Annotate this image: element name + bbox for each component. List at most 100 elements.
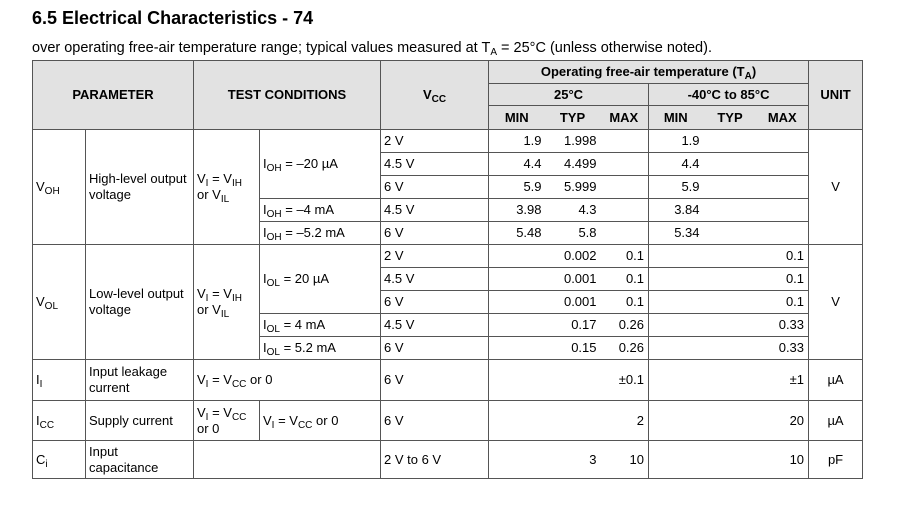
- value-cell: [545, 400, 601, 441]
- header-cell: -40°C to 85°C: [648, 83, 810, 106]
- header-cell: VCC: [380, 60, 490, 130]
- subscript: IL: [220, 309, 230, 320]
- value-cell: [703, 244, 758, 268]
- vcc-cell: 2 V to 6 V: [380, 440, 490, 479]
- condition-cell: IOL = 5.2 mA: [258, 336, 382, 360]
- vcc-cell: 6 V: [380, 336, 490, 360]
- symbol-cell: VOL: [32, 244, 86, 360]
- value-cell: 0.1: [757, 267, 809, 291]
- vcc-cell: 2 V: [380, 129, 490, 153]
- subscript: OH: [44, 186, 60, 197]
- text-run: V: [422, 87, 432, 102]
- value-cell: [703, 221, 758, 245]
- value-cell: 0.17: [545, 313, 601, 337]
- value-cell: 1.998: [545, 129, 601, 153]
- vcc-cell: 6 V: [380, 400, 490, 441]
- subscript: IL: [220, 194, 230, 205]
- subscript: CC: [297, 419, 313, 431]
- condition-cell: VI = VCC or 0: [193, 400, 260, 441]
- text-run: V: [36, 294, 45, 309]
- condition-cell: IOH = –5.2 mA: [258, 221, 382, 245]
- subscript: IH: [231, 178, 242, 189]
- text-run: C: [36, 451, 46, 467]
- text-run: I: [263, 317, 267, 332]
- text-run: = –4 mA: [281, 202, 335, 217]
- value-cell: [703, 440, 758, 479]
- text-run: = V: [208, 171, 232, 186]
- value-cell: [757, 129, 809, 153]
- vcc-cell: 4.5 V: [380, 267, 490, 291]
- text-run: V: [36, 179, 45, 194]
- value-cell: 5.999: [545, 175, 601, 199]
- header-cell: TYP: [545, 105, 601, 130]
- text-run: I: [263, 202, 267, 217]
- condition-cell: [192, 440, 382, 479]
- text-run: V: [197, 404, 206, 420]
- condition-cell: IOL = 4 mA: [258, 313, 382, 337]
- value-cell: [703, 152, 758, 176]
- text-run: Operating free-air temperature (T: [540, 64, 745, 79]
- unit-cell: V: [808, 244, 864, 360]
- subscript: A: [744, 71, 752, 82]
- subscript: OL: [44, 301, 59, 312]
- value-cell: 3.98: [488, 198, 546, 222]
- value-cell: [488, 400, 546, 441]
- vcc-cell: 6 V: [380, 221, 490, 245]
- characteristics-table: PARAMETER TEST CONDITIONS VCC Operating …: [32, 60, 864, 479]
- symbol-cell: ICC: [32, 400, 86, 441]
- text-run: = V: [208, 286, 232, 301]
- text-run: or V: [197, 302, 221, 317]
- text-run: = –5.2 mA: [281, 225, 345, 240]
- subscript: CC: [431, 94, 447, 105]
- value-cell: [703, 400, 758, 441]
- value-cell: 0.15: [545, 336, 601, 360]
- text-run: I: [263, 271, 267, 286]
- value-cell: [757, 152, 809, 176]
- value-cell: [703, 267, 758, 291]
- text-run: or 0: [246, 372, 273, 387]
- text-run: = V: [208, 372, 232, 387]
- condition-cell: IOH = –20 µA: [258, 129, 382, 199]
- description-cell: Low-level output voltage: [85, 244, 194, 360]
- value-cell: 1.9: [488, 129, 546, 153]
- value-cell: [488, 440, 546, 479]
- value-cell: [648, 267, 704, 291]
- value-cell: 5.9: [488, 175, 546, 199]
- symbol-cell: Ci: [32, 440, 86, 479]
- description-cell: Input leakage current: [85, 359, 194, 401]
- vcc-cell: 4.5 V: [380, 313, 490, 337]
- subscript: OH: [266, 163, 282, 174]
- vcc-cell: 6 V: [380, 359, 490, 401]
- value-cell: [757, 175, 809, 199]
- condition-cell: IOH = –4 mA: [258, 198, 382, 222]
- subscript: IH: [231, 293, 242, 304]
- value-cell: [703, 175, 758, 199]
- value-cell: 0.1: [757, 244, 809, 268]
- vcc-cell: 6 V: [380, 175, 490, 199]
- value-cell: 5.9: [648, 175, 704, 199]
- vcc-cell: 6 V: [380, 290, 490, 314]
- vcc-cell: 2 V: [380, 244, 490, 268]
- subscript: OL: [266, 347, 280, 358]
- value-cell: [757, 198, 809, 222]
- value-cell: 0.002: [545, 244, 601, 268]
- subscript: A: [490, 47, 498, 58]
- subscript: OL: [266, 278, 280, 289]
- value-cell: [600, 152, 649, 176]
- value-cell: [648, 440, 704, 479]
- value-cell: [600, 198, 649, 222]
- vcc-cell: 4.5 V: [380, 152, 490, 176]
- condition-cell: VI = VCC or 0: [258, 400, 382, 441]
- value-cell: 20: [757, 400, 809, 441]
- text-run: V: [263, 412, 272, 428]
- subscript: I: [205, 178, 209, 189]
- value-cell: [648, 313, 704, 337]
- text-run: V: [197, 171, 206, 186]
- text-run: I: [36, 372, 40, 387]
- value-cell: [600, 129, 649, 153]
- value-cell: 0.1: [757, 290, 809, 314]
- value-cell: [703, 290, 758, 314]
- text-run: ): [751, 64, 757, 79]
- text-run: I: [263, 340, 267, 355]
